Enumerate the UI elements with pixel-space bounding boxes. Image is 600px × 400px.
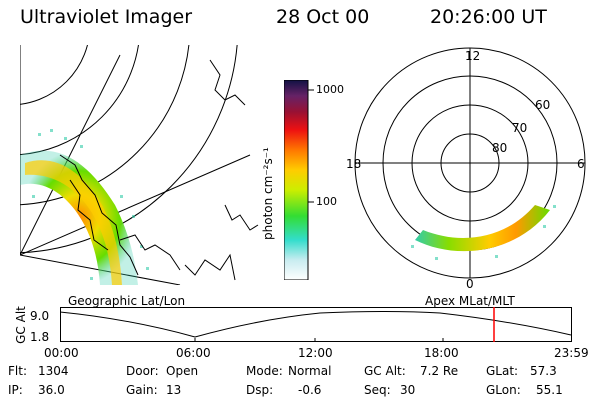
altitude-xtick-1200: 12:00 xyxy=(298,346,333,360)
polar-panel-label: Apex MLat/MLT xyxy=(425,294,515,308)
mlt-label-6: 6 xyxy=(577,157,585,171)
date-label: 28 Oct 00 xyxy=(276,6,370,28)
ip-value: 36.0 xyxy=(38,383,65,397)
geo-panel-label: Geographic Lat/Lon xyxy=(68,294,186,308)
mlt-label-18: 18 xyxy=(346,157,362,171)
glon-value: 55.1 xyxy=(536,383,563,397)
colorbar-tick-1000: 1000 xyxy=(316,83,344,96)
door-value: Open xyxy=(166,364,199,378)
colorbar-tick-100: 100 xyxy=(316,195,337,208)
mlat-label-70: 70 xyxy=(512,121,528,135)
mlat-label-80: 80 xyxy=(492,141,508,155)
altitude-ytick-9: 9.0 xyxy=(30,309,50,323)
door-label: Door: xyxy=(126,364,159,378)
gcalt-label: GC Alt: xyxy=(364,364,406,378)
geographic-map xyxy=(20,45,259,285)
glat-label: GLat: xyxy=(486,364,519,378)
altitude-ylabel: GC Alt xyxy=(13,306,28,344)
gcalt-value: 7.2 Re xyxy=(420,364,459,378)
gain-value: 13 xyxy=(166,383,182,397)
altitude-ytick-1.8: 1.8 xyxy=(30,330,50,344)
mlt-label-12: 12 xyxy=(465,49,481,63)
seq-label: Seq: xyxy=(364,383,391,397)
polar-plot xyxy=(354,47,586,279)
dsp-value: -0.6 xyxy=(298,383,322,397)
altitude-xtick-0600: 06:00 xyxy=(176,346,211,360)
flt-label: Flt: xyxy=(8,364,27,378)
colorbar-unit-label: photon cm⁻²s⁻¹ xyxy=(261,147,275,240)
flt-value: 1304 xyxy=(38,364,69,378)
altitude-xtick-1800: 18:00 xyxy=(424,346,459,360)
mlt-label-0: 0 xyxy=(466,277,474,291)
gain-label: Gain: xyxy=(126,383,158,397)
altitude-plot xyxy=(60,307,572,342)
instrument-title: Ultraviolet Imager xyxy=(20,6,193,28)
mode-value: Normal xyxy=(288,364,332,378)
colorbar xyxy=(284,80,314,280)
glat-value: 57.3 xyxy=(530,364,557,378)
mode-label: Mode: xyxy=(246,364,283,378)
altitude-xtick-2359: 23:59 xyxy=(554,346,589,360)
time-label: 20:26:00 UT xyxy=(430,6,547,28)
mlat-label-60: 60 xyxy=(535,98,551,112)
ip-label: IP: xyxy=(8,383,23,397)
altitude-xtick-0000: 00:00 xyxy=(44,346,79,360)
glon-label: GLon: xyxy=(486,383,521,397)
seq-value: 30 xyxy=(400,383,416,397)
dsp-label: Dsp: xyxy=(246,383,274,397)
